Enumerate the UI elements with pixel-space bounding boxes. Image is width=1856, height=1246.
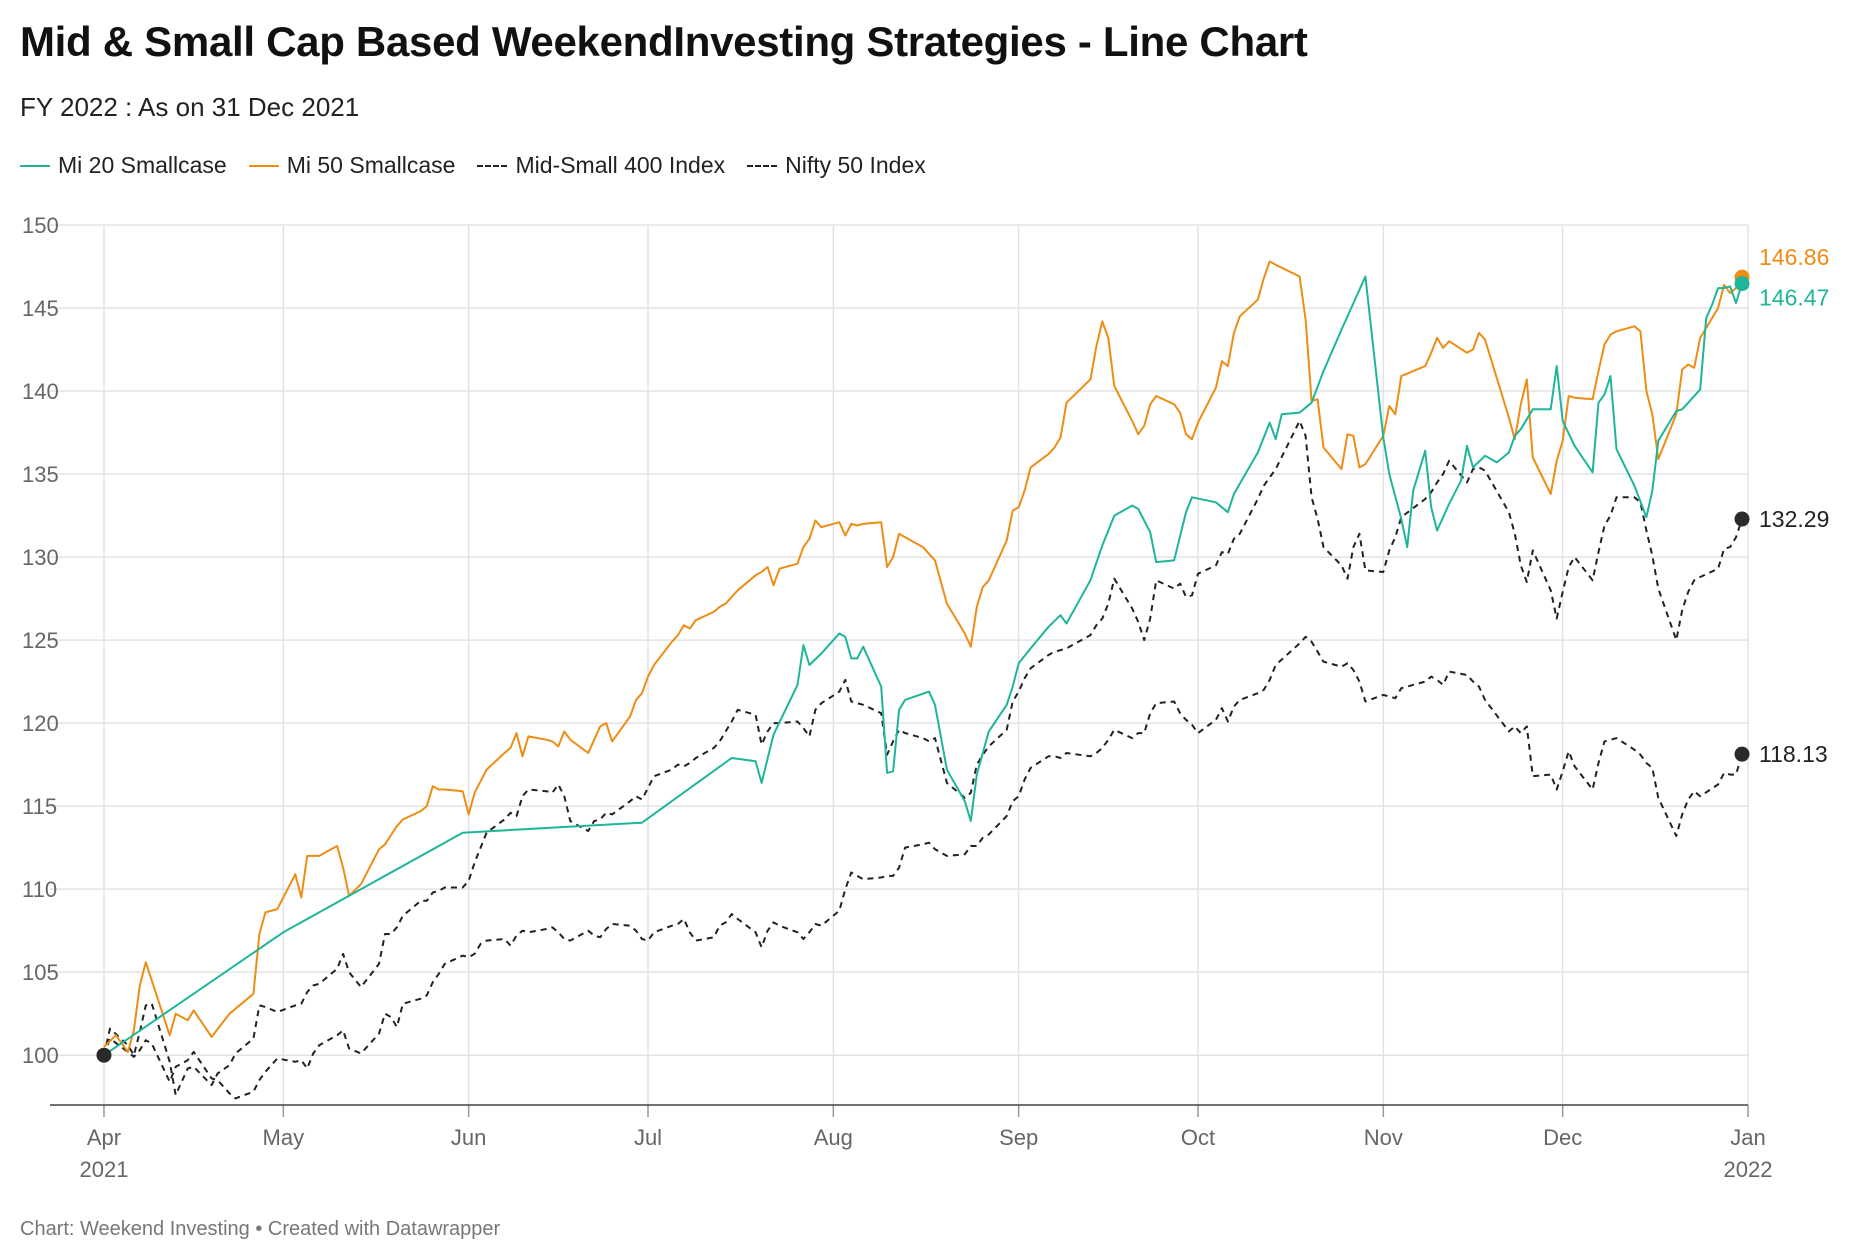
end-value-label-0: 146.47: [1759, 285, 1829, 311]
x-tick-label: May: [263, 1125, 305, 1150]
end-point-marker-3: [1734, 746, 1750, 762]
x-tick-label: Dec: [1543, 1125, 1582, 1150]
start-point-marker: [96, 1047, 112, 1063]
legend: Mi 20 Smallcase Mi 50 Smallcase Mid-Smal…: [20, 152, 948, 179]
end-value-label-1: 146.86: [1759, 244, 1829, 270]
y-tick-label: 100: [22, 1043, 59, 1068]
y-tick-label: 135: [22, 462, 59, 487]
x-tick-label: Sep: [999, 1125, 1038, 1150]
chart-footer: Chart: Weekend Investing • Created with …: [20, 1218, 501, 1240]
chart-subtitle: FY 2022 : As on 31 Dec 2021: [20, 92, 360, 122]
legend-swatch-mi20: [20, 164, 50, 167]
y-tick-label: 120: [22, 711, 59, 736]
x-tick-label: Oct: [1181, 1125, 1215, 1150]
x-tick-sublabel: 2022: [1724, 1157, 1773, 1182]
legend-item-mi50: Mi 50 Smallcase: [248, 152, 456, 179]
series-line-0: [103, 275, 1743, 1057]
y-tick-label: 110: [22, 877, 57, 902]
y-tick-label: 105: [22, 960, 59, 985]
x-tick-sublabel: 2021: [80, 1157, 129, 1182]
legend-swatch-nifty50: [747, 164, 778, 167]
end-value-label-3: 118.13: [1759, 741, 1828, 767]
legend-item-mi20: Mi 20 Smallcase: [20, 152, 227, 179]
end-point-marker-0: [1734, 276, 1750, 292]
series-line-3: [103, 635, 1743, 1100]
legend-label-nifty50: Nifty 50 Index: [785, 152, 926, 178]
series-lines: [103, 260, 1743, 1100]
x-tick-label: Jan: [1730, 1125, 1765, 1150]
series-line-2: [103, 419, 1743, 1096]
chart-title: Mid & Small Cap Based WeekendInvesting S…: [20, 18, 1308, 65]
x-tick-label: Jul: [634, 1125, 662, 1150]
x-tick-label: Nov: [1364, 1125, 1403, 1150]
legend-swatch-midsmall400: [477, 164, 508, 167]
y-tick-label: 130: [22, 545, 59, 570]
legend-item-midsmall400: Mid-Small 400 Index: [477, 152, 725, 179]
x-tick-label: Jun: [451, 1125, 486, 1150]
axes: 100 105 110 115 120 125 130 135 140 145 150 Apr 2021…: [22, 213, 1772, 1182]
legend-item-nifty50: Nifty 50 Index: [747, 152, 926, 179]
legend-label-mi50: Mi 50 Smallcase: [286, 152, 456, 178]
y-tick-label: 140: [22, 379, 59, 404]
legend-label-midsmall400: Mid-Small 400 Index: [515, 152, 726, 178]
legend-swatch-mi50: [248, 164, 279, 167]
end-point-marker-2: [1734, 511, 1750, 527]
end-value-label-2: 132.29: [1759, 506, 1829, 532]
markers: 118.13 132.29 146.86 146.47: [96, 244, 1829, 1063]
y-tick-label: 145: [22, 296, 59, 321]
x-tick-label: Apr: [87, 1125, 121, 1150]
grid: [50, 224, 1749, 1105]
series-line-1: [103, 260, 1743, 1053]
y-tick-label: 125: [22, 628, 59, 653]
x-tick-label: Aug: [814, 1125, 853, 1150]
y-tick-label: 150: [22, 213, 59, 238]
legend-label-mi20: Mi 20 Smallcase: [58, 152, 227, 178]
y-tick-label: 115: [22, 794, 57, 819]
